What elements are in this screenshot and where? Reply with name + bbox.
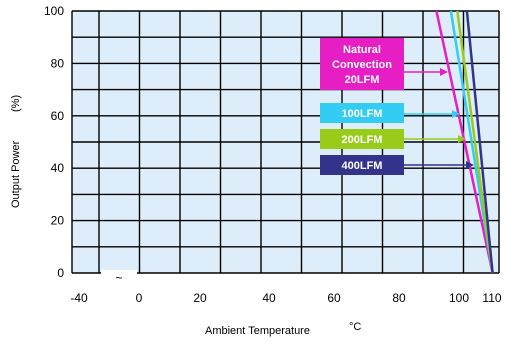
y-axis-title: Output Power: [10, 140, 22, 208]
legend-arrowhead-1: [452, 110, 460, 118]
legend-box-2: [320, 129, 404, 149]
y-tick-label: 100: [44, 4, 64, 18]
axis-break-gap: [101, 270, 137, 276]
series-lines: [435, 10, 494, 274]
y-tick-label: 40: [51, 161, 65, 175]
tick-labels: -40 0 20 40 60 80 100 110 0 20 40 60 80 100: [44, 4, 502, 305]
y-tick-label: 80: [51, 56, 65, 70]
legend-arrowhead-3: [466, 161, 474, 169]
y-tick-label: 0: [57, 266, 64, 280]
x-tick-label: 60: [327, 291, 341, 305]
y-tick-label: 60: [51, 109, 65, 123]
x-tick-label: 80: [392, 291, 406, 305]
legend-label-2: 200LFM: [342, 134, 383, 146]
legend-label-0: 20LFM: [345, 74, 380, 86]
x-axis-unit: °C: [349, 321, 361, 333]
x-tick-label: 20: [193, 291, 207, 305]
y-tick-label: 20: [51, 214, 65, 228]
legend-arrowhead-0: [440, 68, 448, 76]
legend: Natural Convection 20LFM 100LFM 200LFM 400LFM: [320, 38, 474, 175]
legend-arrowhead-2: [458, 135, 466, 143]
x-tick-label: 0: [136, 291, 143, 305]
series-line-0: [435, 10, 494, 274]
legend-box-1: [320, 103, 404, 123]
legend-label-0: Convection: [332, 59, 392, 71]
x-tick-label: 110: [482, 291, 501, 305]
axis-break-mark: ~: [115, 271, 122, 285]
series-line-2: [456, 10, 494, 274]
legend-label-0: Natural: [343, 44, 381, 56]
legend-box-3: [320, 155, 404, 175]
legend-label-1: 100LFM: [342, 108, 383, 120]
x-axis-title: Ambient Temperature: [205, 325, 310, 337]
legend-box-0: [320, 38, 404, 90]
y-axis-unit: (%): [10, 95, 22, 112]
x-tick-label: -40: [70, 291, 88, 305]
x-tick-label: 40: [262, 291, 276, 305]
x-tick-label: 100: [449, 291, 469, 305]
series-line-3: [465, 10, 494, 274]
legend-label-3: 400LFM: [342, 160, 383, 172]
